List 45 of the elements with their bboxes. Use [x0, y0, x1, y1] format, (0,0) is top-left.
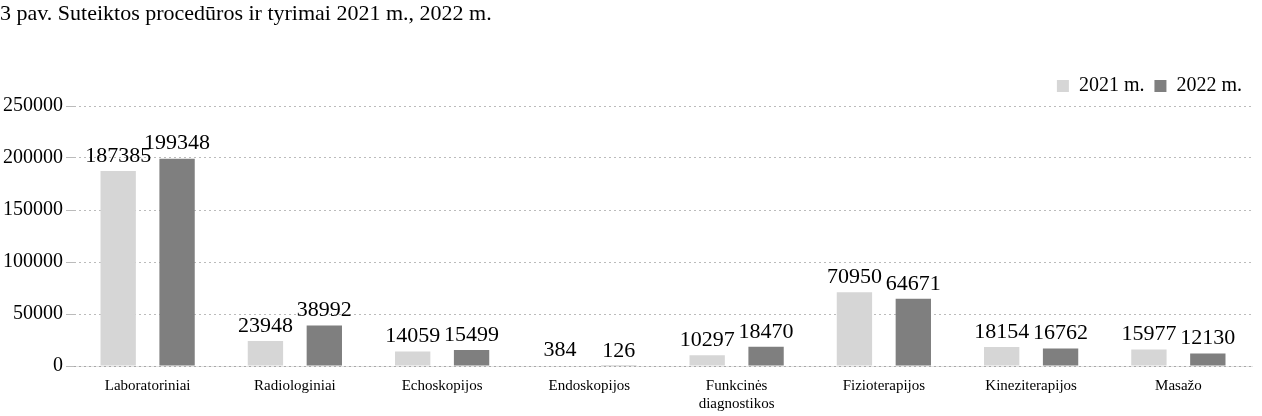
x-tick-label: Endoskopijos: [548, 376, 631, 393]
y-tick-label: 0: [53, 353, 63, 376]
x-tick-label: Radiologiniai: [254, 376, 336, 393]
data-label: 10297: [679, 326, 735, 352]
data-label: 64671: [885, 269, 941, 295]
x-tick-label: Laboratoriniai: [104, 376, 191, 393]
data-label: 15977: [1121, 320, 1177, 346]
bar: [1131, 349, 1167, 366]
data-label: 14059: [385, 322, 441, 348]
data-label: 16762: [1033, 319, 1089, 345]
data-label: 70950: [826, 262, 882, 288]
bar: [453, 349, 490, 366]
y-tick-label: 200000: [3, 145, 63, 168]
bar: [1190, 353, 1226, 366]
legend-label: 2021 m.: [1078, 73, 1145, 96]
x-tick-label: Kineziterapijos: [985, 376, 1078, 393]
y-tick-label: 250000: [3, 93, 63, 116]
chart-title: 3 pav. Suteiktos procedūros ir tyrimai 2021 m., 2022 m.: [0, 0, 492, 26]
bar: [100, 171, 136, 366]
data-label: 384: [543, 336, 577, 362]
y-tick-label: 100000: [3, 249, 63, 272]
x-tick-label: Fizioterapijos: [842, 376, 926, 393]
data-label: 18470: [738, 317, 794, 343]
legend-label: 2022 m.: [1176, 73, 1243, 96]
data-label: 15499: [444, 320, 500, 346]
data-label: 12130: [1180, 324, 1236, 350]
bar: [836, 292, 873, 366]
bar: [689, 355, 725, 366]
data-label: 38992: [296, 296, 352, 322]
y-tick-label: 150000: [3, 197, 63, 220]
bar: [1042, 348, 1079, 366]
bar: [306, 325, 342, 366]
x-tick-label: Masažo: [1155, 376, 1202, 393]
data-label: 18154: [974, 317, 1030, 343]
bar: [395, 351, 431, 366]
bar: [984, 347, 1020, 366]
bar: [159, 158, 195, 366]
y-tick-label: 50000: [13, 301, 63, 324]
bar: [748, 346, 784, 366]
data-label: 126: [602, 336, 636, 362]
x-tick-label: Echoskopijos: [401, 376, 483, 393]
x-tick-label: Funkcinės diagnostikos: [698, 376, 775, 411]
bar: [895, 298, 931, 366]
data-label: 23948: [237, 311, 293, 337]
bar: [247, 341, 284, 366]
